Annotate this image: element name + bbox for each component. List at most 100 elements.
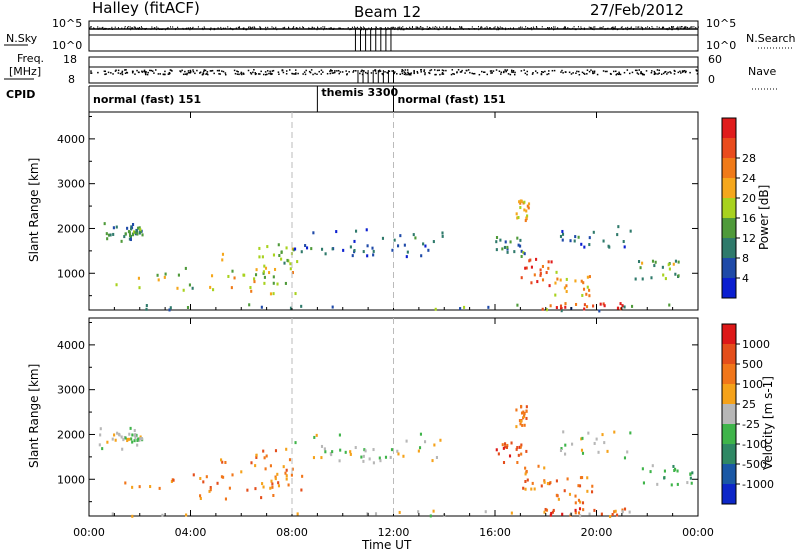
nsky-mark [387, 26, 389, 29]
freq-mark [391, 70, 393, 72]
nsky-mark [130, 27, 132, 29]
freq-mark [370, 72, 373, 74]
x-tick-label: 04:00 [175, 526, 207, 539]
nsky-mark [565, 28, 567, 30]
scatter-point [564, 443, 567, 447]
freq-mark [618, 73, 621, 75]
scatter-point [312, 231, 315, 235]
freq-mark [270, 73, 272, 76]
nsky-mark [497, 27, 499, 29]
scatter-point [525, 470, 528, 474]
nsky-mark [220, 28, 222, 30]
scatter-point [614, 509, 617, 513]
scatter-point [192, 473, 195, 477]
colorbar-swatch [722, 218, 736, 238]
freq-mark [353, 69, 355, 72]
freq-mark [481, 70, 483, 73]
power-colorbar: 4 8 12 16 20 24 28 [721, 117, 756, 299]
freq-mark [269, 72, 272, 74]
scatter-point [602, 239, 605, 243]
y-tick-label: 1000 [57, 473, 85, 486]
nsky-mark [612, 27, 614, 29]
nsky-mark [292, 27, 294, 29]
freq-mark [456, 71, 458, 73]
nsky-mark [642, 27, 644, 30]
freq-mark [330, 69, 332, 71]
freq-mark [90, 70, 92, 72]
scatter-point [131, 485, 134, 489]
scatter-point [246, 488, 249, 492]
scatter-point [417, 449, 420, 453]
freq-mark [348, 71, 350, 73]
nsky-mark [360, 26, 362, 28]
scatter-point [649, 470, 652, 474]
freq-mark [308, 70, 311, 73]
scatter-point [561, 229, 564, 233]
nsky-mark [104, 27, 106, 30]
nsky-mark [399, 26, 401, 28]
nsky-mark [90, 26, 92, 28]
scatter-point [506, 245, 509, 249]
nsky-mark [162, 28, 164, 30]
scatter-point [286, 258, 289, 262]
freq-mark [146, 73, 149, 76]
scatter-point [121, 447, 124, 451]
scatter-point [656, 482, 659, 486]
nsky-mark [239, 26, 241, 28]
freq-mark [641, 72, 643, 75]
scatter-point [574, 235, 577, 239]
nsky-mark [583, 27, 585, 29]
nsky-mark [501, 27, 503, 29]
freq-mark [211, 69, 214, 72]
scatter-point [116, 431, 119, 435]
freq-mark [650, 71, 653, 74]
freq-mark [459, 71, 462, 73]
freq-strip: Freq. [MHz] 18 8 Nave 60 0 [4, 52, 778, 90]
nsky-mark [397, 26, 399, 29]
freq-mark [407, 73, 409, 76]
freq-mark [562, 72, 564, 74]
nsky-mark [371, 28, 373, 31]
nsky-mark [429, 27, 431, 29]
scatter-point [505, 445, 509, 449]
nsky-mark [530, 27, 532, 29]
freq-mark [416, 72, 419, 74]
scatter-point [258, 246, 261, 250]
freq-mark [683, 69, 686, 72]
scatter-point [439, 438, 442, 442]
scatter-point [280, 257, 283, 261]
scatter-point [117, 432, 121, 436]
scatter-point [568, 492, 572, 496]
scatter-point [315, 433, 318, 437]
freq-mark [209, 70, 212, 72]
nsky-mark [574, 28, 576, 30]
nsky-mark [684, 28, 686, 30]
scatter-point [231, 269, 234, 273]
scatter-point [523, 412, 526, 416]
freq-mark [378, 70, 380, 73]
nsky-mark [614, 27, 616, 29]
nsky-mark [564, 26, 566, 28]
freq-mark [623, 71, 626, 74]
x-tick-label: 12:00 [378, 526, 410, 539]
colorbar-tick-label: 500 [742, 358, 763, 371]
freq-mark [570, 73, 573, 75]
nsky-mark [673, 26, 675, 28]
nsky-mark [151, 27, 153, 30]
nsky-mark [508, 28, 510, 30]
freq-mark [378, 69, 381, 72]
scatter-point [372, 461, 375, 465]
freq-mark [466, 69, 468, 72]
scatter-point [262, 271, 265, 275]
freq-mark [364, 71, 367, 74]
freq-mark [473, 72, 476, 75]
nsky-mark [446, 26, 448, 28]
nsky-mark [656, 26, 658, 28]
freq-mark [429, 69, 431, 72]
nsky-mark [460, 27, 462, 30]
scatter-point [209, 285, 212, 289]
scatter-point [129, 426, 132, 430]
freq-mark [666, 73, 668, 75]
nsky-mark [351, 26, 353, 29]
nsky-mark [161, 28, 163, 30]
